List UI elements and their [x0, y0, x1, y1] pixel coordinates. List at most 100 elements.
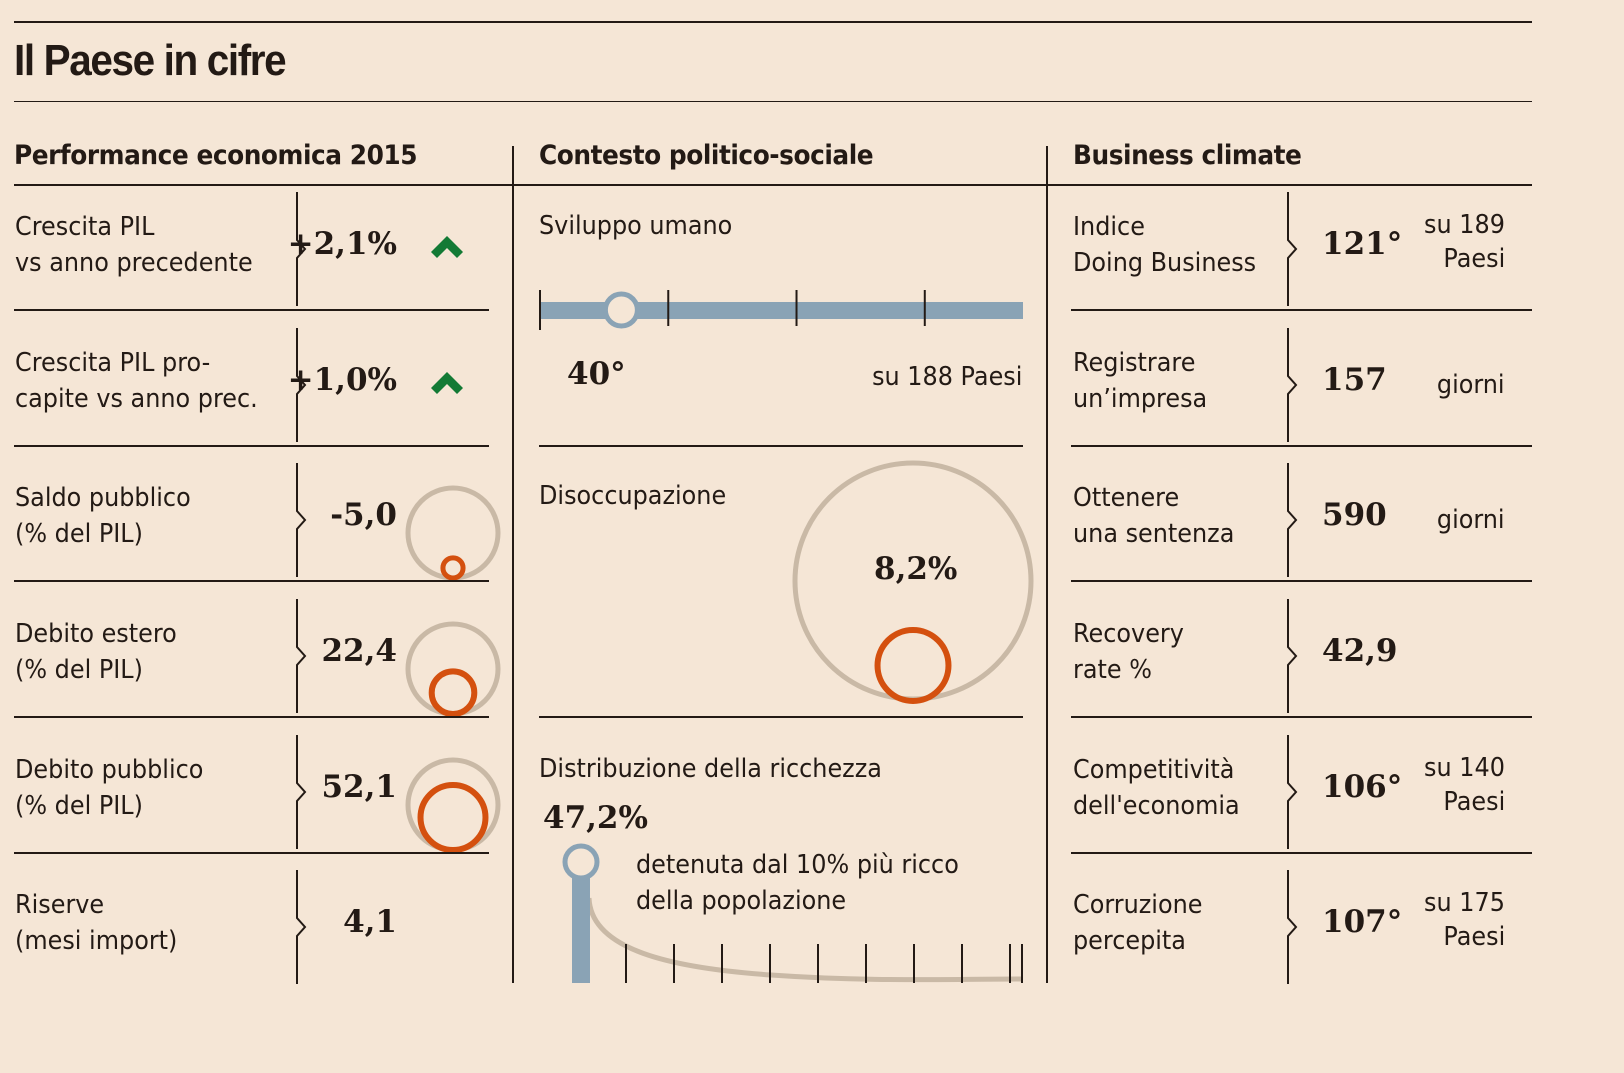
row-value: 107° — [1322, 904, 1403, 940]
top-decile-bar — [572, 878, 590, 983]
row-unit-line2: Paesi — [1443, 787, 1505, 817]
row-separator — [1287, 192, 1298, 306]
row-unit: giorni — [1437, 505, 1505, 535]
hdi-rank: 40° — [567, 356, 626, 392]
row-separator — [1287, 328, 1298, 442]
row-label-line1: Riserve — [15, 890, 105, 920]
wealth-distribution-chart — [562, 843, 1024, 983]
value-ring — [428, 668, 478, 717]
hdi-total: su 188 Paesi — [871, 362, 1022, 392]
top-decile-marker — [562, 843, 600, 881]
row-label-line1: Ottenere — [1073, 483, 1180, 513]
row-rule — [1071, 716, 1532, 718]
heading-economic: Performance economica 2015 — [14, 140, 418, 171]
row-label-line2: una sentenza — [1073, 519, 1235, 549]
ratio-circle-chart — [405, 757, 501, 854]
row-label-line1: Recovery — [1073, 619, 1184, 649]
heading-business: Business climate — [1073, 140, 1302, 171]
row-label-line2: percepita — [1073, 926, 1186, 956]
column-divider — [1046, 146, 1048, 983]
row-separator — [296, 870, 307, 984]
row-unit-line1: su 140 — [1424, 753, 1505, 783]
row-separator — [296, 599, 307, 713]
heading-rule — [14, 184, 1532, 186]
row-separator — [1287, 870, 1298, 984]
row-value: 590 — [1322, 497, 1387, 533]
row-rule — [14, 445, 489, 447]
row-value: +1,0% — [287, 362, 397, 398]
row-value: 157 — [1322, 362, 1387, 398]
arrow-up-icon — [431, 372, 463, 394]
heading-social: Contesto politico-sociale — [539, 140, 874, 171]
row-label-line1: Debito pubblico — [15, 755, 204, 785]
row-label-line1: Competitività — [1073, 755, 1235, 785]
row-rule — [14, 309, 489, 311]
row-label-line2: rate % — [1073, 655, 1152, 685]
row-value: 106° — [1322, 769, 1403, 805]
unemployment-value: 8,2% — [874, 551, 958, 587]
arrow-up-icon — [431, 236, 463, 258]
row-label-line1: Debito estero — [15, 619, 177, 649]
row-separator — [296, 328, 307, 442]
row-rule — [1071, 580, 1532, 582]
page-title: Il Paese in cifre — [14, 36, 287, 85]
value-ring — [417, 782, 489, 854]
value-ring — [440, 555, 466, 581]
row-separator — [296, 463, 307, 577]
row-unit-line2: Paesi — [1443, 922, 1505, 952]
row-rule — [14, 716, 489, 718]
hdi-bar — [539, 302, 1023, 319]
row-label-line1: Saldo pubblico — [15, 483, 191, 513]
hdi-marker — [602, 291, 640, 329]
row-label-line2: (mesi import) — [15, 926, 178, 956]
column-divider — [512, 146, 514, 983]
row-unit: giorni — [1437, 370, 1505, 400]
row-rule — [539, 716, 1023, 718]
unemployment-label: Disoccupazione — [539, 481, 727, 511]
row-separator — [1287, 463, 1298, 577]
row-label-line1: Registrare — [1073, 348, 1196, 378]
ratio-circle-chart — [405, 485, 501, 581]
row-unit-line2: Paesi — [1443, 244, 1505, 274]
row-rule — [14, 852, 489, 854]
row-value: 121° — [1322, 226, 1403, 262]
row-label-line2: Doing Business — [1073, 248, 1257, 278]
row-label-line1: Crescita PIL — [15, 212, 155, 242]
row-rule — [1071, 445, 1532, 447]
row-separator — [296, 192, 307, 306]
hdi-label: Sviluppo umano — [539, 211, 733, 241]
row-rule — [539, 445, 1023, 447]
row-label-line2: (% del PIL) — [15, 655, 143, 685]
row-separator — [1287, 599, 1298, 713]
row-label-line1: Indice — [1073, 212, 1145, 242]
row-label-line2: (% del PIL) — [15, 519, 143, 549]
row-value: 42,9 — [1322, 633, 1398, 669]
row-value: 52,1 — [321, 769, 397, 805]
row-label-line1: Crescita PIL pro- — [15, 348, 211, 378]
reference-ring — [405, 485, 501, 581]
row-value: 22,4 — [321, 633, 397, 669]
row-rule — [1071, 309, 1532, 311]
title-rule — [14, 101, 1532, 102]
row-label-line2: capite vs anno prec. — [15, 384, 258, 414]
row-label-line2: (% del PIL) — [15, 791, 143, 821]
value-ring — [874, 627, 952, 705]
wealth-label: Distribuzione della ricchezza — [539, 754, 882, 784]
wealth-desc-line2: della popolazione — [636, 886, 847, 916]
row-separator — [296, 735, 307, 849]
row-label-line2: vs anno precedente — [15, 248, 253, 278]
unemployment-circle-chart — [792, 460, 1034, 705]
row-rule — [1071, 852, 1532, 854]
row-value: 4,1 — [343, 904, 397, 940]
row-rule — [14, 580, 489, 582]
top-rule — [14, 21, 1532, 23]
row-unit-line1: su 189 — [1424, 210, 1505, 240]
row-value: +2,1% — [287, 226, 397, 262]
hdi-bar-chart — [539, 290, 1023, 330]
row-separator — [1287, 735, 1298, 849]
row-label-line2: dell'economia — [1073, 791, 1240, 821]
row-label-line1: Corruzione — [1073, 890, 1203, 920]
row-value: -5,0 — [330, 497, 397, 533]
wealth-value: 47,2% — [543, 800, 648, 836]
row-label-line2: un’impresa — [1073, 384, 1208, 414]
